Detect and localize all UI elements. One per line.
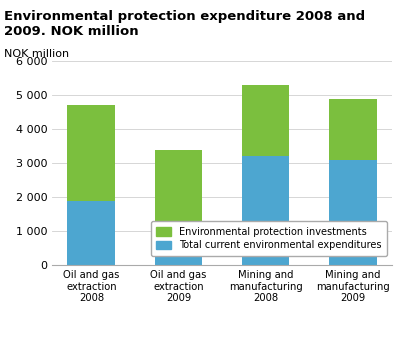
Bar <box>68 105 115 201</box>
Text: Environmental protection expenditure 2008 and 2009. NOK million: Environmental protection expenditure 200… <box>4 10 365 38</box>
Bar <box>329 160 376 265</box>
Bar <box>329 99 376 160</box>
Bar <box>68 201 115 265</box>
Bar <box>154 150 202 235</box>
Text: NOK million: NOK million <box>4 49 69 59</box>
Legend: Environmental protection investments, Total current environmental expenditures: Environmental protection investments, To… <box>151 221 387 256</box>
Bar <box>242 156 290 265</box>
Bar <box>242 85 290 156</box>
Bar <box>154 235 202 265</box>
